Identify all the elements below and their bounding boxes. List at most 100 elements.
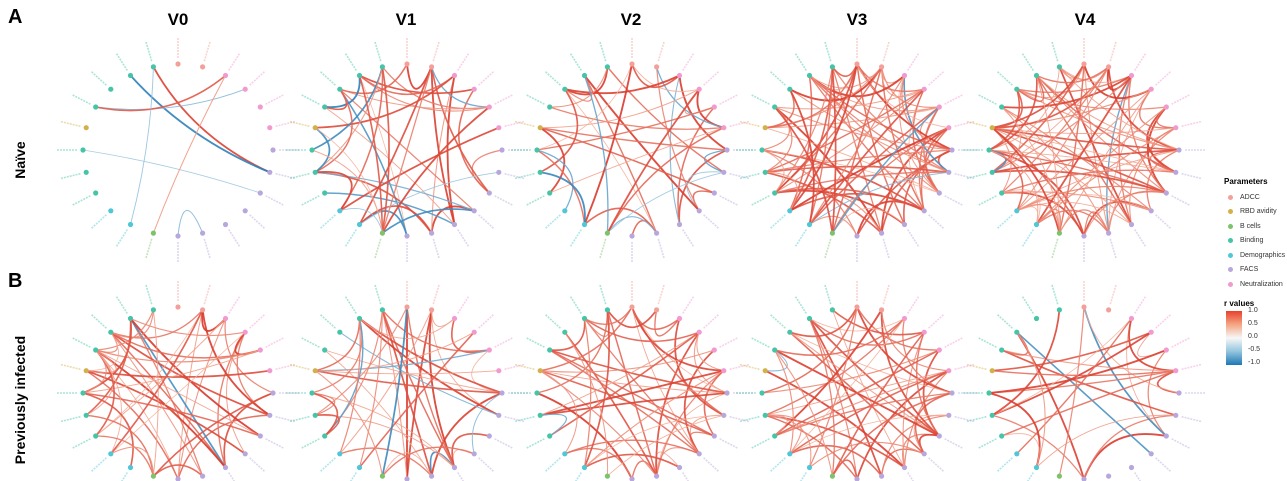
correlation-edge <box>381 309 456 468</box>
parameter-label-mark <box>907 229 920 247</box>
parameter-label-mark <box>1026 472 1034 481</box>
correlation-edge <box>86 331 119 372</box>
parameter-node <box>604 230 611 236</box>
correlation-edge <box>583 318 700 455</box>
correlation-edge <box>430 66 490 194</box>
legend-item-adcc: ADCC <box>1224 190 1286 205</box>
parameter-node <box>901 464 908 471</box>
parameter-node <box>986 390 992 396</box>
chord-diagram-naive-v1 <box>286 38 528 262</box>
parameter-label-mark <box>203 284 211 305</box>
parameter-label-mark <box>249 214 266 229</box>
parameter-label-mark <box>954 120 975 128</box>
parameter-node <box>337 329 343 335</box>
parameter-label-mark <box>1109 41 1117 62</box>
correlation-edge <box>549 331 700 437</box>
parameter-node <box>787 329 793 335</box>
legend-item-neutralization: Neutralization <box>1224 277 1286 292</box>
parameter-label-mark <box>978 337 997 348</box>
correlation-edge <box>809 317 925 346</box>
correlation-edge <box>430 66 490 108</box>
parameter-node <box>499 147 505 153</box>
parameter-label-mark <box>719 438 738 449</box>
parameter-label-mark <box>275 363 296 371</box>
correlation-edge <box>86 414 155 477</box>
correlation-edge <box>1001 66 1110 194</box>
legend-item-binding: Binding <box>1224 234 1286 249</box>
parameter-node <box>1106 473 1112 479</box>
correlation-edge <box>95 349 122 454</box>
parameter-node <box>404 476 410 481</box>
correlation-edge <box>152 75 226 234</box>
correlation-edge <box>1147 106 1168 194</box>
parameter-label-mark <box>249 71 266 86</box>
correlation-edge <box>540 392 728 417</box>
correlation-edge <box>110 446 154 477</box>
correlation-edge <box>381 66 390 234</box>
parameter-label-mark <box>457 296 470 314</box>
parameter-label-mark <box>275 172 296 180</box>
correlation-edge <box>856 306 940 351</box>
parameter-node <box>999 347 1005 353</box>
correlation-edge <box>339 208 383 234</box>
parameter-label-mark <box>374 284 382 305</box>
correlation-edge <box>359 318 455 339</box>
parameter-node <box>772 104 778 110</box>
parameter-node <box>1163 104 1169 110</box>
parameter-node <box>83 169 89 175</box>
correlation-edge <box>315 318 361 372</box>
parameter-node <box>946 125 952 131</box>
correlation-edge <box>381 446 475 477</box>
parameter-node <box>379 64 385 70</box>
parameter-node <box>806 221 813 228</box>
parameter-label-mark <box>265 94 284 105</box>
correlation-edge <box>358 66 433 225</box>
parameter-node <box>1056 230 1062 236</box>
legend-swatch <box>1228 223 1233 229</box>
correlation-edge <box>1083 414 1176 480</box>
correlation-edge <box>1016 66 1110 212</box>
correlation-edge <box>82 392 134 468</box>
parameter-label-mark <box>574 472 582 481</box>
parameter-label-mark <box>432 238 440 259</box>
correlation-edge <box>683 349 715 455</box>
legend-parameters-list: ADCC RBD avidity B cells Binding Demographic… <box>1224 190 1286 292</box>
parameter-node <box>999 104 1005 110</box>
parameter-label-mark <box>145 284 153 305</box>
parameter-label-mark <box>944 438 963 449</box>
correlation-edge <box>324 75 361 109</box>
parameter-node <box>724 147 730 153</box>
correlation-edge <box>808 106 940 226</box>
correlation-edge <box>339 318 361 455</box>
correlation-edge <box>549 349 728 394</box>
parameter-node <box>108 86 114 92</box>
parameter-node <box>696 451 702 457</box>
correlation-edge <box>903 370 950 468</box>
parameter-label-mark <box>319 214 336 229</box>
parameter-node <box>999 433 1005 439</box>
correlation-edge <box>809 318 905 332</box>
parameter-node <box>200 307 206 313</box>
correlation-edge <box>808 317 940 437</box>
correlation-edge <box>789 63 858 212</box>
parameter-label-mark <box>996 314 1013 329</box>
parameter-node <box>379 307 385 313</box>
parameter-label-mark <box>769 214 786 229</box>
parameter-node <box>451 464 458 471</box>
parameter-node <box>1163 347 1169 353</box>
correlation-edge <box>1001 370 1177 437</box>
parameter-label-mark <box>928 314 945 329</box>
correlation-edge <box>564 75 593 102</box>
legend-swatch <box>1228 281 1233 287</box>
correlation-edge <box>808 306 858 468</box>
parameter-label-mark <box>1134 472 1142 481</box>
correlation-edge <box>1036 208 1061 234</box>
parameter-label-mark <box>494 438 513 449</box>
correlation-edge <box>774 309 883 437</box>
correlation-edge <box>1147 349 1167 437</box>
correlation-edge <box>880 126 950 234</box>
correlation-edge <box>382 452 432 477</box>
parameter-node <box>989 125 995 131</box>
correlation-edge <box>654 309 681 337</box>
parameter-node <box>989 169 995 175</box>
